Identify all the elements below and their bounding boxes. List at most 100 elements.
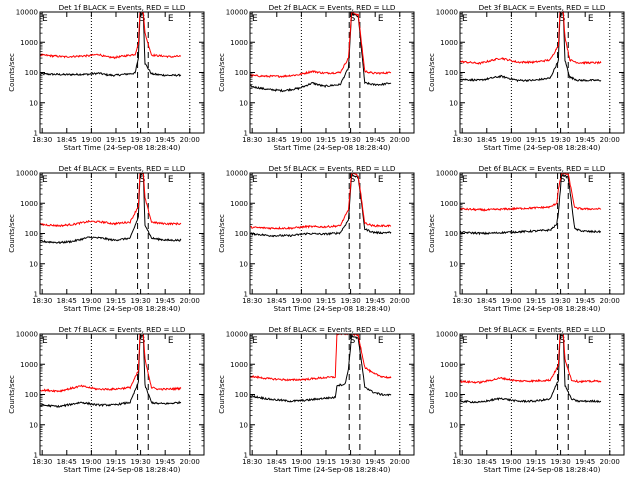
- x-tick-label: 19:45: [365, 458, 385, 466]
- x-tick-label: 18:30: [242, 297, 262, 305]
- x-tick-label: 19:15: [106, 297, 126, 305]
- y-tick-label: 1: [34, 130, 38, 138]
- marker-label: E: [462, 336, 468, 346]
- series-line-lld: [39, 172, 182, 228]
- chart-title: Det 8f BLACK = Events, RED = LLD: [269, 325, 396, 334]
- x-tick-label: 19:15: [316, 297, 336, 305]
- y-tick-label: 1: [454, 291, 458, 299]
- y-tick-label: 10000: [16, 331, 38, 339]
- y-tick-label: 10: [239, 99, 248, 107]
- x-tick-label: 20:00: [390, 458, 410, 466]
- x-tick-label: 19:45: [155, 458, 175, 466]
- y-tick-label: 10000: [226, 331, 248, 339]
- series-line-events: [39, 11, 182, 78]
- series-line-lld: [459, 333, 602, 384]
- x-tick-label: 18:30: [452, 458, 472, 466]
- x-tick-label: 19:15: [526, 136, 546, 144]
- series-line-events: [459, 173, 601, 236]
- x-tick-label: 19:15: [526, 297, 546, 305]
- chart-title: Det 3f BLACK = Events, RED = LLD: [479, 3, 606, 12]
- marker-label: E: [588, 14, 594, 24]
- x-tick-label: 18:30: [242, 458, 262, 466]
- marker-label: S: [350, 336, 356, 346]
- marker-label: E: [168, 14, 174, 24]
- marker-label: E: [462, 14, 468, 24]
- chart-panel-7: Det 7f BLACK = Events, RED = LLD E S E 1 10 10…: [8, 325, 205, 474]
- x-tick-label: 18:30: [32, 297, 52, 305]
- marker-label: S: [140, 336, 146, 346]
- y-tick-label: 10: [239, 421, 248, 429]
- y-tick-label: 10000: [226, 170, 248, 178]
- x-tick-label: 19:15: [106, 136, 126, 144]
- marker-label: S: [140, 175, 146, 185]
- marker-label: E: [252, 175, 258, 185]
- x-tick-label: 19:15: [526, 458, 546, 466]
- x-tick-label: 18:45: [57, 136, 77, 144]
- x-tick-label: 19:15: [106, 458, 126, 466]
- y-tick-label: 10: [449, 99, 458, 107]
- x-tick-label: 20:00: [600, 297, 620, 305]
- x-tick-label: 18:30: [452, 297, 472, 305]
- x-tick-label: 18:45: [477, 297, 497, 305]
- x-axis-label: Start Time (24-Sep-08 18:28:40): [64, 465, 181, 474]
- chart-panel-9: Det 9f BLACK = Events, RED = LLD E S E 1 10 10…: [428, 325, 625, 474]
- x-tick-label: 18:45: [57, 297, 77, 305]
- x-tick-label: 20:00: [600, 458, 620, 466]
- x-tick-label: 19:30: [340, 297, 360, 305]
- y-tick-label: 1000: [230, 200, 248, 208]
- chart-title: Det 6f BLACK = Events, RED = LLD: [479, 164, 606, 173]
- y-axis-label: Counts/sec: [428, 53, 436, 92]
- y-tick-label: 100: [25, 230, 38, 238]
- y-tick-label: 10: [239, 260, 248, 268]
- y-tick-label: 1000: [230, 39, 248, 47]
- x-tick-label: 19:00: [291, 458, 311, 466]
- marker-label: S: [560, 336, 566, 346]
- y-tick-label: 10000: [436, 9, 458, 17]
- y-axis-label: Counts/sec: [218, 375, 226, 414]
- series-line-lld: [39, 11, 181, 60]
- y-tick-label: 100: [445, 69, 458, 77]
- x-tick-label: 18:45: [267, 458, 287, 466]
- x-tick-label: 18:45: [477, 136, 497, 144]
- y-tick-label: 1: [454, 130, 458, 138]
- y-tick-label: 1: [454, 452, 458, 460]
- x-tick-label: 19:30: [550, 458, 570, 466]
- y-tick-label: 1000: [20, 361, 38, 369]
- y-tick-label: 1: [244, 452, 248, 460]
- y-tick-label: 10: [449, 421, 458, 429]
- y-tick-label: 1: [34, 291, 38, 299]
- chart-panel-3: Det 3f BLACK = Events, RED = LLD E S E 1 10 10…: [428, 3, 625, 152]
- x-tick-label: 20:00: [180, 297, 200, 305]
- x-axis-label: Start Time (24-Sep-08 18:28:40): [484, 143, 601, 152]
- y-tick-label: 1000: [440, 200, 458, 208]
- y-tick-label: 10: [29, 99, 38, 107]
- x-tick-label: 19:00: [291, 136, 311, 144]
- x-tick-label: 19:45: [155, 136, 175, 144]
- y-axis-label: Counts/sec: [218, 214, 226, 253]
- series-line-lld: [459, 172, 602, 212]
- y-tick-label: 100: [445, 230, 458, 238]
- y-tick-label: 100: [445, 391, 458, 399]
- x-tick-label: 18:45: [57, 458, 77, 466]
- y-tick-label: 1: [244, 291, 248, 299]
- y-tick-label: 1000: [440, 361, 458, 369]
- y-axis-label: Counts/sec: [428, 375, 436, 414]
- y-tick-label: 10000: [16, 9, 38, 17]
- chart-panel-1: Det 1f BLACK = Events, RED = LLD E S E 1 10 10…: [8, 3, 205, 152]
- y-tick-label: 10000: [16, 170, 38, 178]
- series-line-lld: [249, 11, 392, 78]
- chart-title: Det 7f BLACK = Events, RED = LLD: [59, 325, 186, 334]
- y-tick-label: 100: [25, 69, 38, 77]
- plot-frame: [459, 11, 625, 134]
- marker-label: E: [378, 14, 384, 24]
- x-tick-label: 20:00: [180, 458, 200, 466]
- marker-label: S: [560, 14, 566, 24]
- x-tick-label: 19:45: [365, 136, 385, 144]
- x-tick-label: 20:00: [390, 297, 410, 305]
- y-tick-label: 10000: [436, 331, 458, 339]
- marker-label: E: [378, 175, 384, 185]
- x-axis-label: Start Time (24-Sep-08 18:28:40): [484, 304, 601, 313]
- x-tick-label: 19:45: [155, 297, 175, 305]
- x-tick-label: 19:30: [340, 136, 360, 144]
